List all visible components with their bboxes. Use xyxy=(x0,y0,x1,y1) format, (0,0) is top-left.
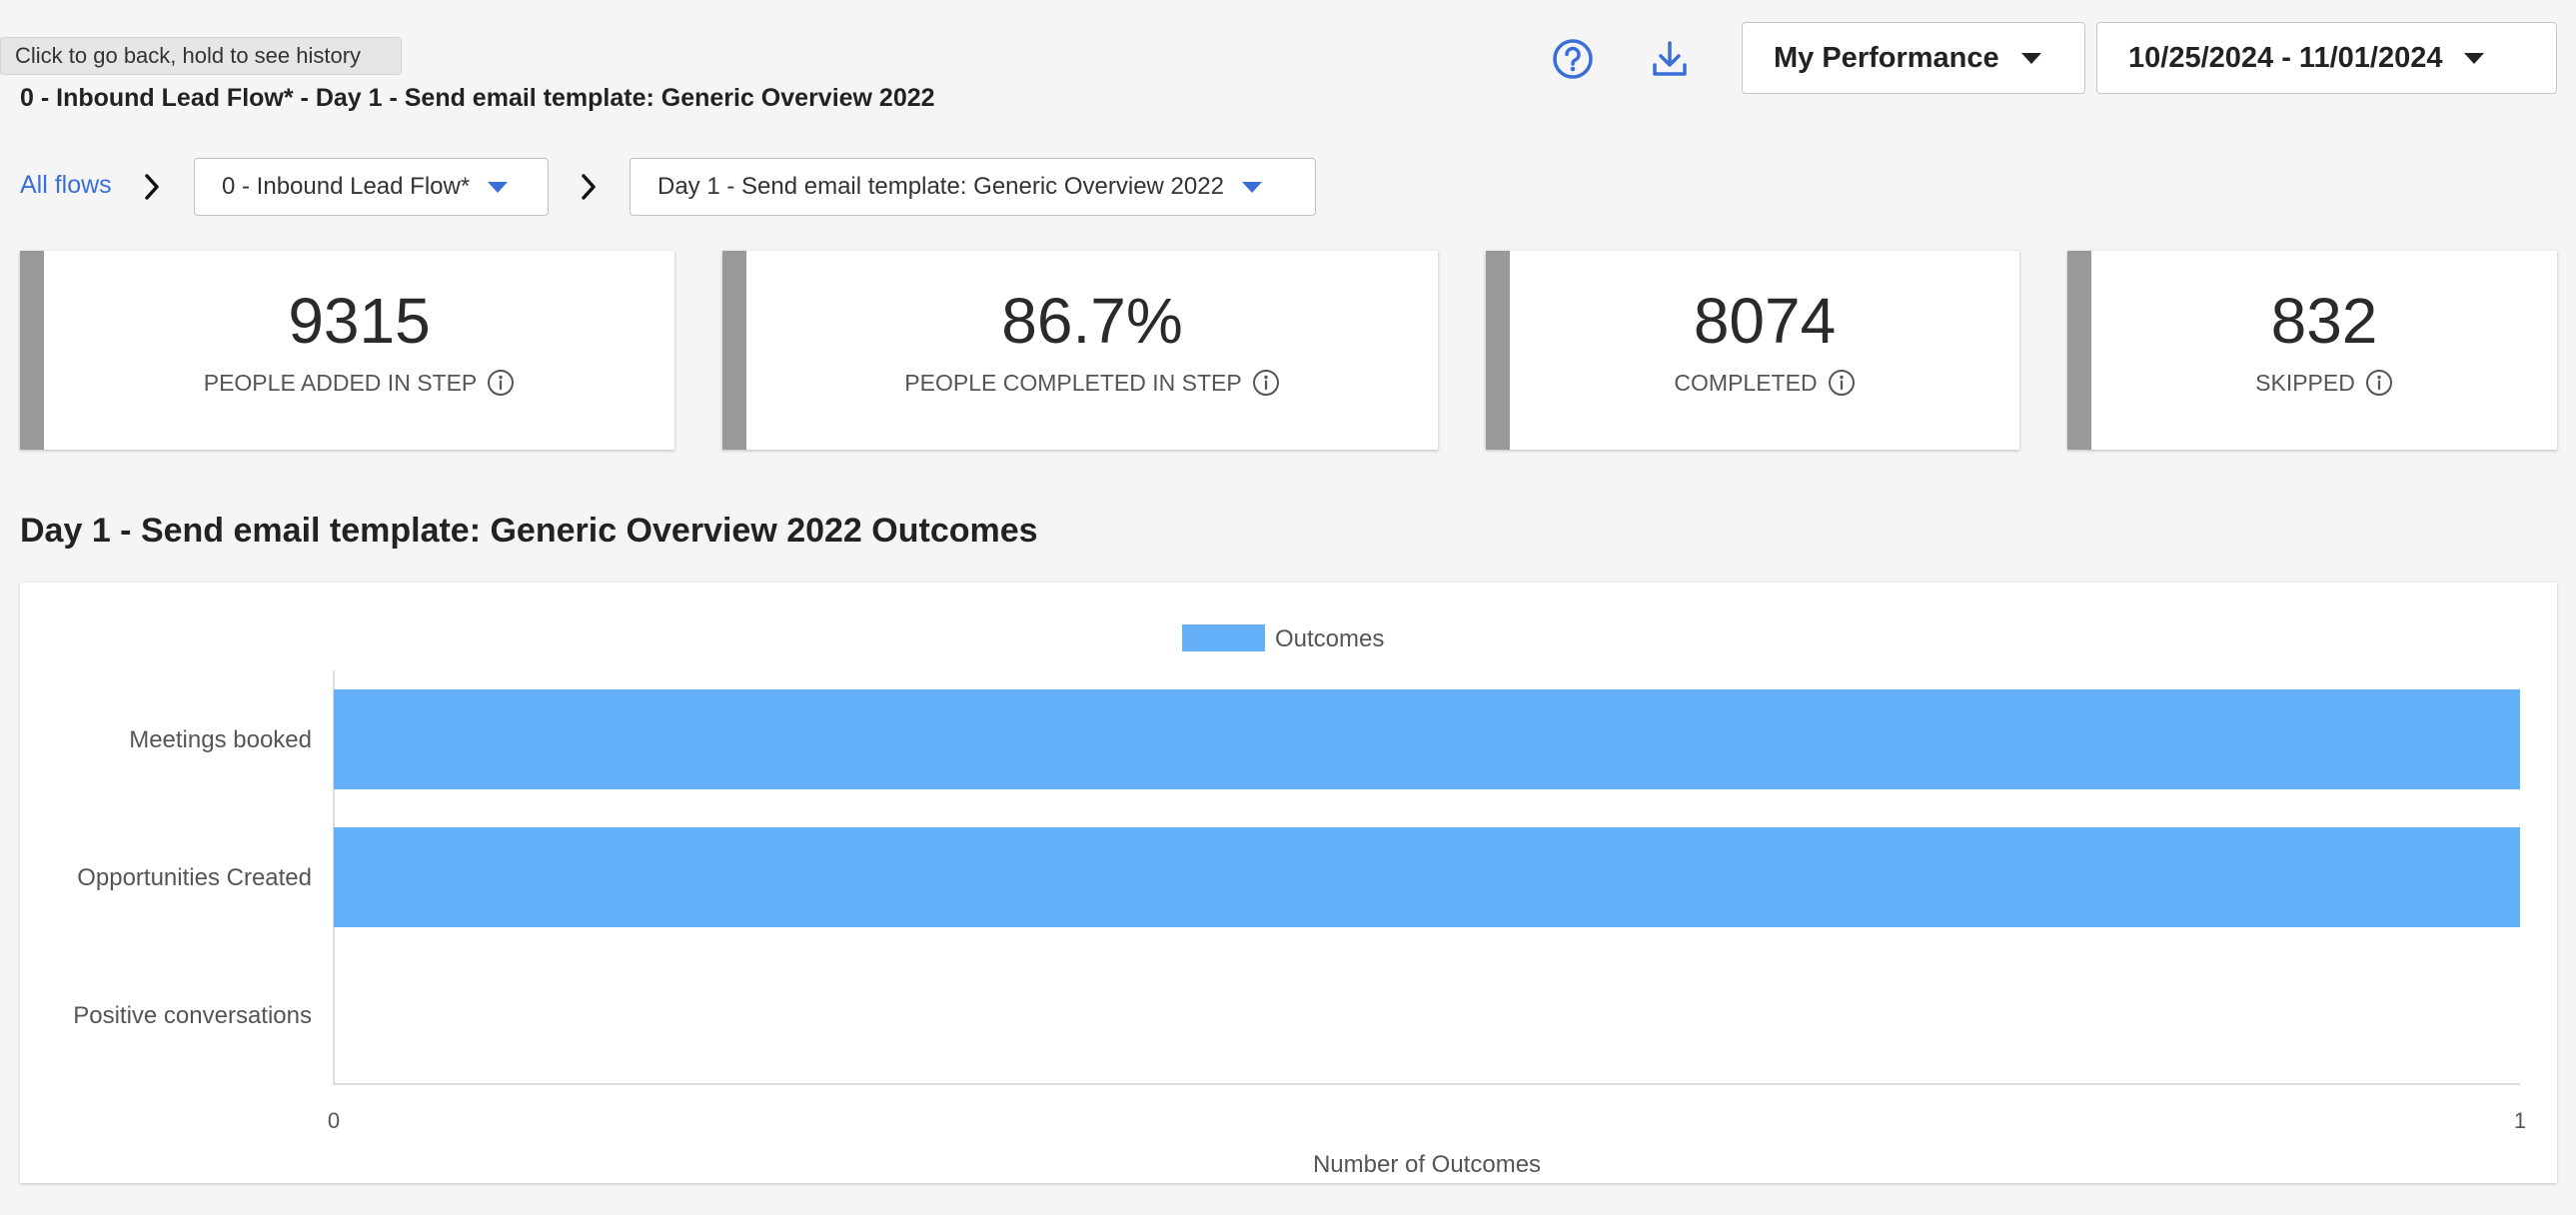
download-button[interactable] xyxy=(1644,33,1696,85)
kpi-card-completed: 8074 COMPLETED xyxy=(1486,251,2019,450)
x-tick-label: 0 xyxy=(328,1108,340,1133)
info-icon[interactable] xyxy=(487,369,515,397)
y-tick-label: Positive conversations xyxy=(73,1002,312,1029)
kpi-card-skipped: 832 SKIPPED xyxy=(2067,251,2557,450)
info-icon[interactable] xyxy=(1252,369,1280,397)
outcomes-chart: Outcomes Meetings booked Opportunities Cre… xyxy=(73,624,2526,1178)
kpi-label: SKIPPED xyxy=(2091,369,2557,397)
info-icon[interactable] xyxy=(1828,369,1856,397)
performance-dropdown[interactable]: My Performance xyxy=(1742,22,2085,94)
info-icon[interactable] xyxy=(2365,369,2393,397)
flow-select-value: 0 - Inbound Lead Flow* xyxy=(222,173,471,200)
x-axis-label: Number of Outcomes xyxy=(1313,1151,1541,1178)
flow-select[interactable]: 0 - Inbound Lead Flow* xyxy=(194,158,549,216)
kpi-label-text: PEOPLE ADDED IN STEP xyxy=(203,369,478,396)
kpi-card-people-added: 9315 PEOPLE ADDED IN STEP xyxy=(20,251,674,450)
chevron-right-icon xyxy=(582,174,596,200)
step-select-value: Day 1 - Send email template: Generic Ove… xyxy=(657,173,1224,200)
kpi-value: 832 xyxy=(2270,285,2378,357)
bar xyxy=(334,689,2520,789)
x-tick-label: 1 xyxy=(2514,1108,2526,1133)
kpi-label: COMPLETED xyxy=(1510,369,2019,397)
breadcrumb-all-flows[interactable]: All flows xyxy=(20,171,112,199)
back-tooltip: Click to go back, hold to see history xyxy=(0,37,402,75)
kpi-label-text: SKIPPED xyxy=(2255,369,2355,396)
kpi-value: 8074 xyxy=(1693,285,1837,357)
download-icon xyxy=(1653,41,1687,76)
kpi-label: PEOPLE COMPLETED IN STEP xyxy=(746,369,1438,397)
y-tick-label: Meetings booked xyxy=(129,726,312,753)
chevron-right-icon xyxy=(145,174,159,200)
caret-down-icon xyxy=(2020,52,2041,64)
caret-down-icon xyxy=(488,181,509,193)
y-tick-label: Opportunities Created xyxy=(77,864,312,891)
outcomes-chart-card: Outcomes Meetings booked Opportunities Cre… xyxy=(20,583,2557,1183)
kpi-value: 9315 xyxy=(288,285,431,357)
legend-swatch xyxy=(1182,624,1265,651)
bar xyxy=(334,827,2520,927)
kpi-value: 86.7% xyxy=(1001,285,1183,357)
help-icon xyxy=(1553,39,1593,79)
performance-dropdown-label: My Performance xyxy=(1774,41,1999,74)
page-title: 0 - Inbound Lead Flow* - Day 1 - Send em… xyxy=(20,84,935,112)
kpi-label: PEOPLE ADDED IN STEP xyxy=(44,369,674,397)
kpi-label-text: COMPLETED xyxy=(1674,369,1818,396)
caret-down-icon xyxy=(2464,52,2485,64)
kpi-label-text: PEOPLE COMPLETED IN STEP xyxy=(904,369,1242,396)
kpi-card-people-completed: 86.7% PEOPLE COMPLETED IN STEP xyxy=(722,251,1438,450)
legend-label: Outcomes xyxy=(1275,625,1384,652)
step-select[interactable]: Day 1 - Send email template: Generic Ove… xyxy=(630,158,1316,216)
date-range-dropdown[interactable]: 10/25/2024 - 11/01/2024 xyxy=(2096,22,2557,94)
date-range-label: 10/25/2024 - 11/01/2024 xyxy=(2128,41,2443,74)
help-button[interactable] xyxy=(1547,33,1599,85)
caret-down-icon xyxy=(1241,181,1262,193)
section-title: Day 1 - Send email template: Generic Ove… xyxy=(20,512,1038,550)
